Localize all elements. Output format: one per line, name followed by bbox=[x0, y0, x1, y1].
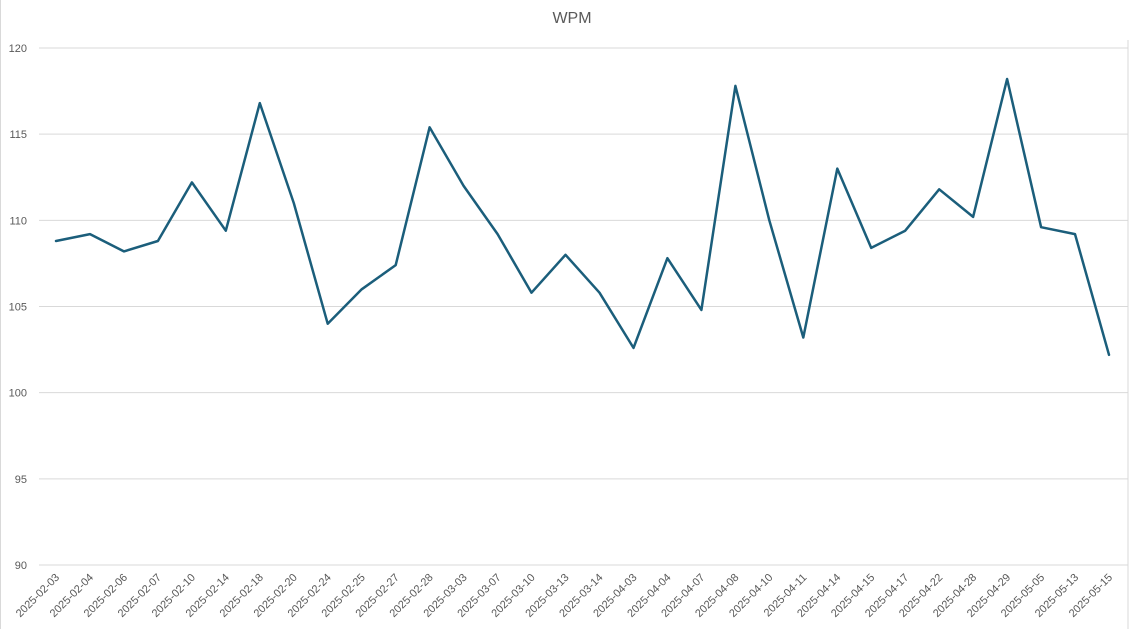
y-axis-ticks: 90 95 100 105 110 115 120 bbox=[9, 43, 27, 572]
y-tick-label: 120 bbox=[9, 43, 27, 55]
x-axis-ticks: 2025-02-032025-02-042025-02-062025-02-07… bbox=[14, 572, 1115, 620]
series-line-0 bbox=[54, 77, 1111, 357]
y-tick-label: 115 bbox=[9, 129, 27, 141]
gridlines bbox=[39, 47, 1128, 566]
series-layer bbox=[54, 77, 1111, 357]
y-tick-label: 105 bbox=[9, 302, 27, 314]
chart-title: WPM bbox=[552, 10, 592, 27]
y-tick-label: 95 bbox=[15, 474, 27, 486]
y-tick-label: 90 bbox=[15, 560, 27, 572]
y-tick-label: 110 bbox=[9, 215, 27, 227]
y-tick-label: 100 bbox=[9, 388, 27, 400]
